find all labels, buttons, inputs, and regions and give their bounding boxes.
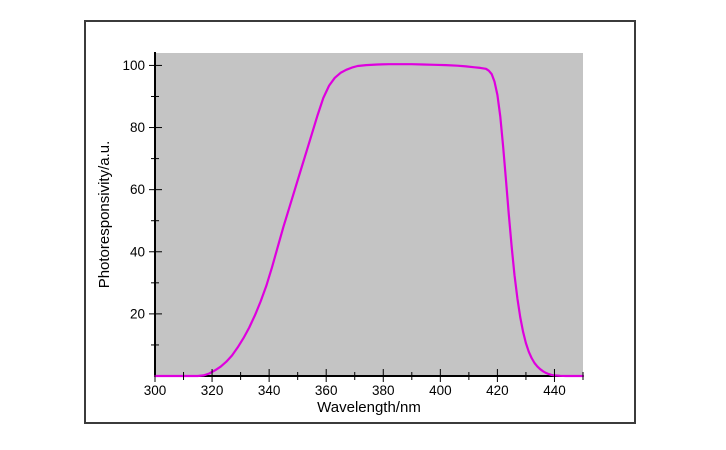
y-axis-title: Photoresponsivity/a.u. [96, 141, 113, 289]
chart: 300 320 340 360 380 400 420 440 20 40 60 80 100 Wavel… [96, 52, 585, 416]
x-tick-label: 400 [429, 383, 452, 398]
photoresponsivity-curve [153, 63, 585, 378]
plot-area [155, 53, 583, 376]
figure-panel: 300 320 340 360 380 400 420 440 20 40 60 80 100 Wavel… [84, 20, 636, 424]
x-tick-label: 320 [201, 383, 224, 398]
x-tick-label: 340 [258, 383, 281, 398]
y-tick-label: 80 [130, 120, 145, 135]
x-tick-label: 300 [144, 383, 167, 398]
y-tick-label: 40 [130, 244, 145, 259]
y-tick-label: 100 [122, 58, 145, 73]
x-tick-label: 380 [372, 383, 395, 398]
x-tick-label: 420 [486, 383, 509, 398]
x-tick-label: 360 [315, 383, 338, 398]
x-axis-title: Wavelength/nm [317, 399, 421, 416]
y-tick-label: 60 [130, 182, 145, 197]
x-tick-label: 440 [543, 383, 566, 398]
y-tick-label: 20 [130, 306, 145, 321]
